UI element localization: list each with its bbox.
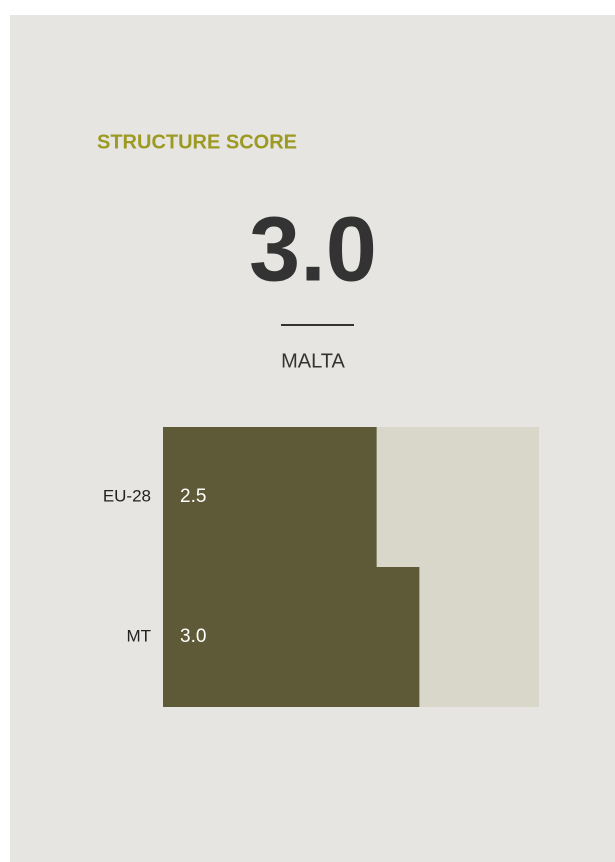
title: STRUCTURE SCORE [97,131,297,153]
value-label: 2.5 [180,486,206,507]
category-label: EU-28 [103,486,151,505]
country: MALTA [281,350,345,372]
bar [163,567,420,707]
value-label: 3.0 [180,626,206,647]
bar [163,427,377,567]
score: 3.0 [249,198,377,300]
bar-chart: EU-28 2.5 MT 3.0 [103,427,539,707]
category-label: MT [126,626,151,645]
